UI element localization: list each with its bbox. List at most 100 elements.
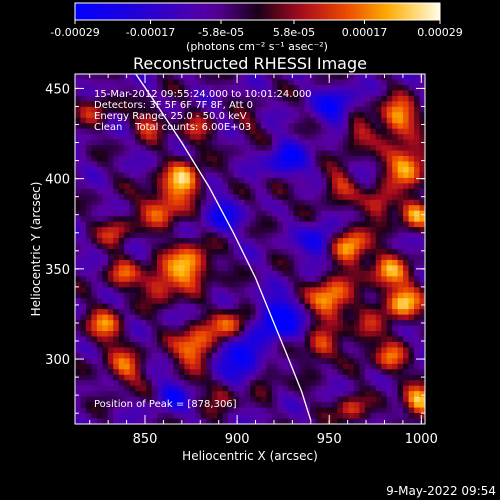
- heatmap-cell: [271, 281, 278, 288]
- heatmap-cell: [222, 396, 229, 403]
- heatmap-cell: [80, 287, 87, 294]
- heatmap-cell: [244, 205, 251, 212]
- heatmap-cell: [364, 177, 371, 184]
- heatmap-cell: [85, 281, 92, 288]
- heatmap-cell: [288, 123, 295, 129]
- heatmap-cell: [255, 117, 262, 124]
- heatmap-cell: [217, 134, 223, 140]
- heatmap-cell: [397, 106, 404, 113]
- heatmap-cell: [282, 79, 289, 86]
- heatmap-cell: [414, 90, 420, 97]
- heatmap-cell: [113, 172, 120, 179]
- heatmap-cell: [124, 363, 130, 370]
- heatmap-cell: [189, 90, 196, 97]
- heatmap-cell: [337, 106, 344, 113]
- heatmap-cell: [173, 287, 180, 294]
- heatmap-cell: [315, 380, 322, 387]
- heatmap-cell: [260, 407, 267, 414]
- heatmap-cell: [178, 369, 185, 376]
- heatmap-cell: [151, 347, 158, 354]
- heatmap-cell: [386, 210, 393, 217]
- heatmap-cell: [222, 95, 229, 102]
- heatmap-cell: [195, 232, 202, 239]
- heatmap-cell: [222, 292, 229, 299]
- heatmap-cell: [337, 358, 344, 365]
- heatmap-cell: [91, 134, 98, 140]
- heatmap-cell: [397, 363, 404, 370]
- heatmap-cell: [375, 309, 382, 315]
- heatmap-cell: [167, 172, 174, 179]
- heatmap-cell: [348, 221, 355, 228]
- heatmap-cell: [277, 106, 284, 113]
- heatmap-cell: [348, 363, 355, 370]
- heatmap-cell: [370, 270, 377, 277]
- x-axis-ticks: [89, 74, 422, 424]
- heatmap-cell: [342, 183, 349, 190]
- heatmap-cell: [200, 177, 207, 184]
- heatmap-cell: [370, 95, 377, 102]
- heatmap-cell: [167, 128, 174, 135]
- heatmap-cell: [310, 188, 316, 195]
- heatmap-cell: [244, 221, 251, 228]
- heatmap-cell: [146, 134, 152, 140]
- heatmap-cell: [310, 238, 316, 244]
- heatmap-cell: [206, 161, 213, 168]
- heatmap-cell: [217, 232, 223, 239]
- heatmap-cell: [200, 314, 207, 321]
- heatmap-cell: [167, 106, 174, 113]
- heatmap-cell: [239, 265, 245, 272]
- heatmap-cell: [189, 341, 196, 348]
- heatmap-cell: [419, 95, 425, 102]
- heatmap-cell: [293, 396, 300, 403]
- heatmap-cell: [277, 139, 284, 146]
- heatmap-cell: [107, 363, 114, 370]
- heatmap-cell: [392, 265, 398, 272]
- heatmap-cell: [85, 243, 92, 250]
- heatmap-cell: [157, 276, 163, 283]
- heatmap-cell: [222, 314, 229, 321]
- heatmap-cell: [222, 177, 229, 184]
- heatmap-cell: [414, 112, 420, 119]
- heatmap-cell: [381, 188, 388, 195]
- heatmap-cell: [244, 123, 251, 129]
- heatmap-cell: [118, 90, 125, 97]
- heatmap-cell: [200, 139, 207, 146]
- heatmap-cell: [392, 117, 398, 124]
- heatmap-cell: [293, 123, 300, 129]
- heatmap-cell: [255, 254, 262, 261]
- heatmap-cell: [233, 74, 240, 80]
- heatmap-cell: [189, 396, 196, 403]
- heatmap-cell: [222, 232, 229, 239]
- heatmap-cell: [364, 243, 371, 250]
- heatmap-cell: [386, 243, 393, 250]
- heatmap-cell: [140, 90, 147, 97]
- heatmap-cell: [381, 139, 388, 146]
- heatmap-cell: [167, 166, 174, 173]
- heatmap-cell: [96, 407, 103, 414]
- heatmap-cell: [184, 74, 191, 80]
- heatmap-cell: [326, 117, 333, 124]
- heatmap-cell: [200, 418, 207, 424]
- heatmap-cell: [80, 106, 87, 113]
- heatmap-cell: [75, 128, 81, 135]
- heatmap-cell: [206, 303, 213, 310]
- heatmap-cell: [195, 183, 202, 190]
- heatmap-cell: [178, 331, 185, 337]
- heatmap-cell: [364, 380, 371, 387]
- heatmap-cell: [113, 331, 120, 337]
- heatmap-cell: [321, 161, 327, 168]
- heatmap-cell: [129, 95, 136, 102]
- heatmap-cell: [315, 172, 322, 179]
- heatmap-cell: [157, 221, 163, 228]
- heatmap-cell: [107, 199, 114, 206]
- heatmap-cell: [118, 106, 125, 113]
- heatmap-cell: [266, 221, 273, 228]
- heatmap-cell: [222, 128, 229, 135]
- heatmap-cell: [392, 331, 398, 337]
- heatmap-cell: [135, 166, 141, 173]
- heatmap-cell: [277, 309, 284, 315]
- heatmap-cell: [184, 161, 191, 168]
- heatmap-cell: [102, 287, 109, 294]
- heatmap-cell: [146, 243, 152, 250]
- heatmap-cell: [337, 331, 344, 337]
